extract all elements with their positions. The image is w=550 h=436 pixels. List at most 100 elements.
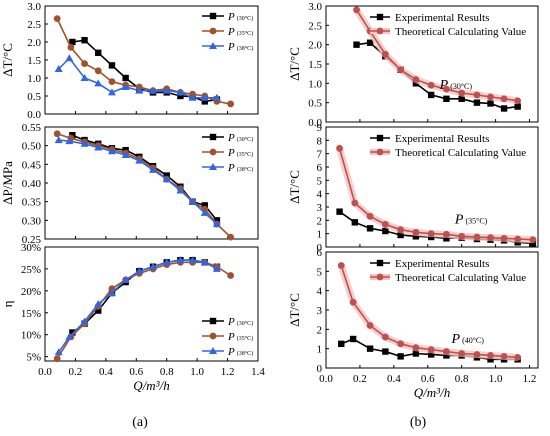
- plot-frame: [325, 126, 539, 248]
- y-tick-label: 0: [317, 363, 323, 375]
- data-point: [94, 300, 103, 307]
- data-point: [443, 95, 450, 102]
- data-point: [382, 348, 389, 355]
- data-point: [529, 240, 537, 247]
- data-point: [188, 256, 197, 264]
- data-point: [458, 95, 465, 102]
- legend-label: Experimental Results: [395, 133, 489, 145]
- y-tick-label: 25%: [21, 264, 41, 276]
- x-tick-label: 0.8: [160, 366, 174, 378]
- data-point: [227, 100, 235, 108]
- data-point: [381, 220, 389, 228]
- data-point: [381, 50, 389, 58]
- data-point: [427, 81, 435, 89]
- data-point: [212, 93, 221, 101]
- data-point: [122, 74, 129, 82]
- y-tick-label: 9: [317, 122, 323, 134]
- y-tick-label: 3.0: [27, 1, 41, 13]
- panel-a2: 0.25 0.30 0.35 0.40 0.45 0.50 0.55 ΔP/MPa P (30°C…: [0, 122, 259, 246]
- legend-label: Experimental Results: [395, 258, 489, 270]
- data-point: [162, 258, 171, 266]
- legend-label: P (35°C): [227, 26, 253, 38]
- data-point: [121, 151, 130, 158]
- data-point: [188, 197, 197, 205]
- data-point: [514, 97, 522, 105]
- y-tick-label: 4: [317, 286, 323, 298]
- data-point: [487, 100, 494, 107]
- x-tick-label: 0.6: [421, 373, 435, 385]
- data-point: [473, 233, 481, 241]
- y-tick-label: 10%: [21, 330, 41, 342]
- y-tick-label: 5: [317, 175, 323, 187]
- x-tick-label: 1.2: [221, 366, 235, 378]
- data-point: [108, 62, 116, 69]
- legend-marker: [209, 163, 217, 170]
- data-point: [381, 333, 389, 341]
- series-line: [56, 261, 232, 360]
- legend-marker: [376, 148, 384, 156]
- data-point: [188, 93, 197, 101]
- plot-frame: [44, 246, 259, 362]
- data-point: [487, 352, 494, 359]
- data-point: [500, 353, 508, 360]
- annotation-label: P (35°C): [454, 213, 488, 228]
- data-point: [149, 86, 158, 94]
- x-tick-label: 1.0: [190, 366, 204, 378]
- data-point: [200, 258, 209, 266]
- data-point: [54, 65, 63, 72]
- data-point: [337, 262, 345, 269]
- y-tick-label: 4: [317, 189, 323, 201]
- data-point: [349, 335, 357, 343]
- data-point: [412, 344, 420, 352]
- data-point: [514, 235, 522, 243]
- data-point: [529, 236, 537, 244]
- legend-marker: [209, 332, 217, 340]
- series-line: [56, 132, 232, 238]
- y-tick-label: 30%: [21, 242, 41, 254]
- y-axis-label: ΔP/MPa: [0, 161, 15, 205]
- legend-label: Theoretical Calculating Value: [395, 26, 526, 38]
- data-point: [443, 352, 450, 359]
- legend-label: P (38°C): [227, 346, 253, 358]
- data-point: [500, 105, 508, 112]
- x-tick-label: 0.2: [353, 373, 367, 385]
- x-tick-label: 0.8: [455, 373, 469, 385]
- data-point: [69, 38, 76, 46]
- legend-label: P (35°C): [227, 331, 253, 343]
- data-point: [94, 79, 103, 87]
- data-point: [500, 234, 508, 242]
- legend-label: Theoretical Calculating Value: [395, 147, 526, 159]
- y-tick-label: 2.0: [308, 40, 322, 52]
- legend-marker: [376, 13, 384, 21]
- data-point: [353, 41, 360, 48]
- data-point: [427, 346, 435, 354]
- y-axis-label: ΔT/°C: [0, 43, 15, 77]
- legend-marker: [376, 273, 384, 281]
- series-line: [72, 134, 218, 221]
- data-point: [458, 232, 466, 240]
- y-tick-label: 0.45: [22, 159, 42, 171]
- data-point: [149, 165, 158, 173]
- data-point: [94, 143, 103, 151]
- data-point: [176, 256, 185, 264]
- y-tick-label: 6: [317, 162, 323, 174]
- legend-label: P (30°C): [227, 11, 253, 23]
- data-point: [80, 74, 89, 81]
- y-tick-label: 1: [317, 229, 323, 241]
- data-point: [65, 137, 74, 145]
- legend-marker: [209, 42, 217, 49]
- panel-b1: 0.0 0.5 1.0 1.5 2.0 2.5 3.0 ΔT/°C Experimental R…: [287, 1, 539, 129]
- data-point: [397, 231, 404, 239]
- data-point: [176, 186, 185, 194]
- data-point: [135, 267, 144, 275]
- data-point: [500, 95, 508, 103]
- y-tick-label: 0.25: [22, 234, 42, 246]
- panel-b2: 01 234 567 89 ΔT/°C Experimental Results Theor…: [287, 122, 539, 254]
- data-point: [67, 44, 75, 51]
- y-tick-label: 0.0: [27, 109, 41, 121]
- data-point: [176, 88, 185, 96]
- legend-marker: [209, 133, 217, 141]
- x-tick-label: 0.4: [99, 366, 113, 378]
- data-point: [366, 212, 374, 220]
- legend-marker: [209, 148, 217, 156]
